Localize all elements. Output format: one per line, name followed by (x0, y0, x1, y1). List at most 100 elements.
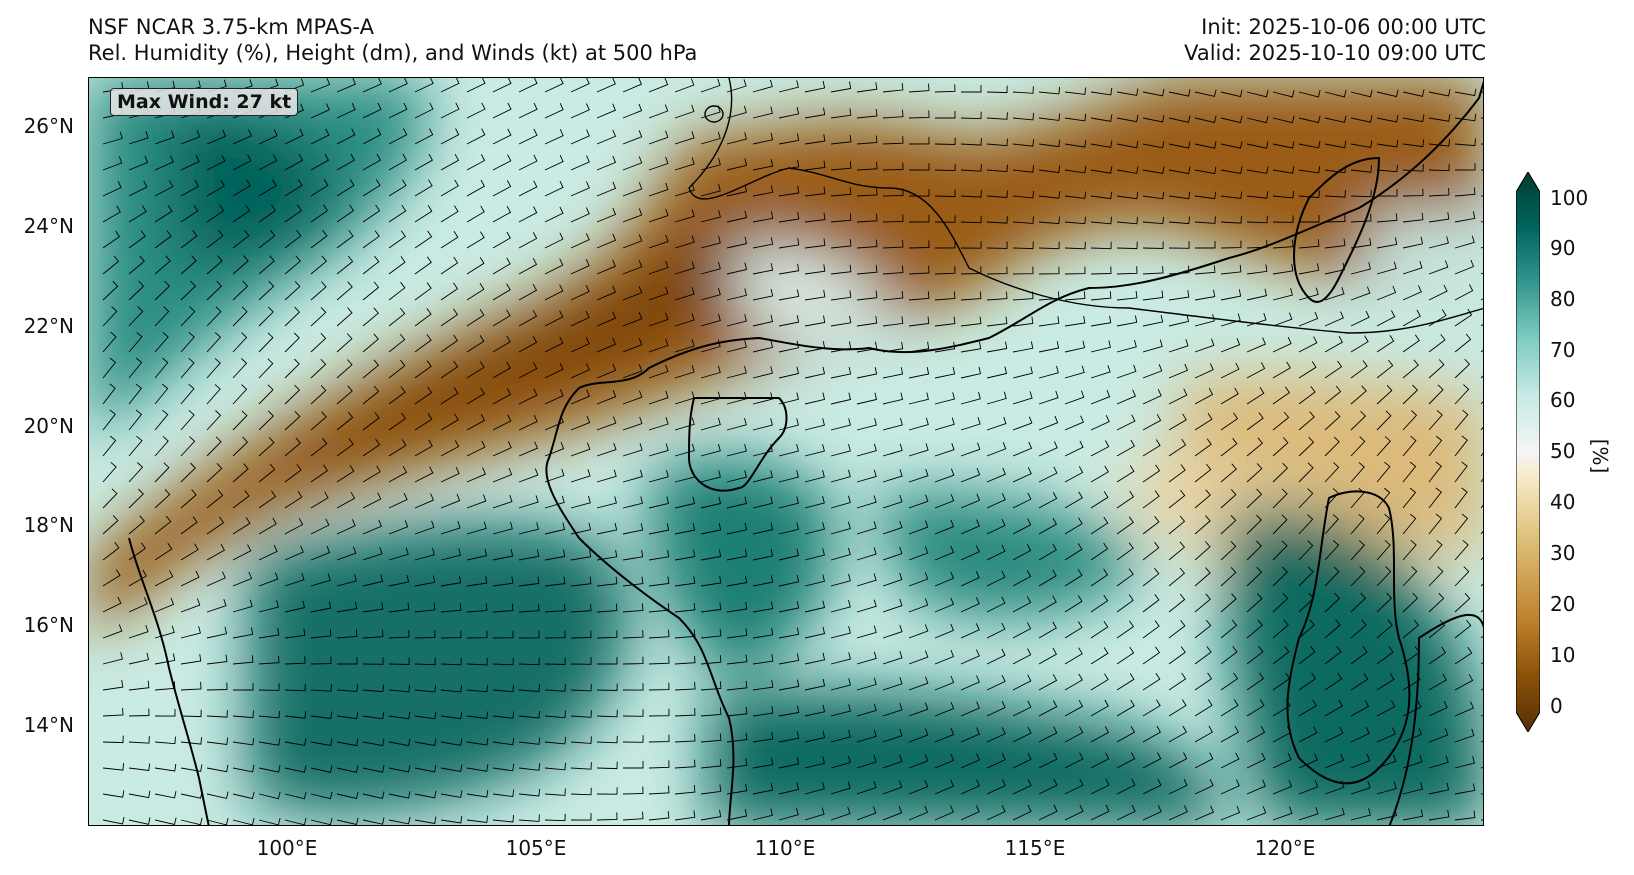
wind-barb (570, 736, 592, 744)
wind-barb (804, 781, 825, 795)
wind-barb (882, 316, 904, 327)
wind-barb (960, 753, 980, 769)
wind-barb (986, 216, 1008, 224)
wind-barb (1298, 699, 1317, 717)
wind-barb (1350, 619, 1367, 639)
wind-barb (700, 157, 721, 171)
wind-barb (206, 598, 227, 613)
wind-barb (180, 626, 201, 639)
wind-barb (284, 464, 302, 483)
wind-barb (830, 599, 851, 613)
wind-barb (1090, 647, 1109, 665)
wind-barb (518, 388, 538, 405)
wind-barb (518, 576, 540, 587)
wind-barb (414, 230, 433, 249)
wind-barb (1376, 89, 1399, 98)
wind-barb (1246, 191, 1269, 199)
wind-barb (232, 384, 248, 405)
wind-barb (1376, 808, 1398, 821)
wind-barb (622, 208, 643, 223)
wind-barb (1272, 514, 1288, 535)
wind-barb (1376, 646, 1394, 665)
wind-barb (674, 523, 696, 535)
wind-barb (336, 629, 358, 639)
wind-barb (362, 574, 384, 587)
wind-barb (518, 283, 538, 301)
wind-barb (908, 728, 929, 743)
wind-barb (518, 684, 540, 692)
wind-barb (1298, 726, 1318, 743)
wind-barb (570, 813, 592, 821)
wind-barb (180, 462, 196, 483)
wind-barb (960, 316, 982, 327)
wind-barb (1324, 514, 1339, 535)
wind-barb (648, 603, 670, 613)
wind-barb (284, 545, 304, 561)
wind-barb (388, 78, 408, 93)
wind-barb (700, 470, 721, 483)
wind-barb (1012, 570, 1032, 587)
wind-barb (466, 128, 486, 145)
wind-barb (830, 573, 851, 587)
wind-barb (596, 311, 616, 327)
wind-barb (1272, 488, 1288, 509)
wind-barb (804, 495, 825, 509)
wind-barb (856, 265, 878, 275)
wind-barb (674, 655, 696, 665)
wind-barb (466, 335, 485, 353)
wind-barb (1168, 515, 1186, 535)
wind-barb (102, 131, 123, 145)
wind-barb (1428, 755, 1449, 769)
wind-barb (570, 103, 590, 119)
wind-barb (830, 264, 852, 275)
wind-barb (1142, 805, 1162, 821)
wind-barb (154, 383, 169, 405)
wind-barb (310, 385, 327, 405)
wind-barb (934, 392, 955, 405)
wind-barb (1428, 435, 1443, 457)
wind-barb (674, 417, 695, 431)
wind-barb (154, 597, 175, 613)
wind-barb (622, 260, 643, 275)
wind-barb (596, 603, 618, 613)
wind-barb (492, 180, 512, 197)
wind-barb (1324, 360, 1343, 379)
wind-barb (856, 108, 878, 119)
wind-barb (284, 306, 301, 327)
wind-barb (1090, 778, 1110, 795)
wind-barb (1168, 752, 1188, 769)
wind-barb (622, 576, 644, 587)
wind-barb (258, 490, 277, 509)
wind-barb (934, 137, 956, 145)
wind-barb (414, 493, 434, 509)
wind-barb (1038, 241, 1060, 250)
wind-barb (1220, 779, 1240, 795)
wind-barb (726, 575, 748, 587)
wind-barb (1012, 366, 1033, 379)
wind-barb (648, 104, 669, 119)
wind-barb (1090, 620, 1109, 639)
wind-barb (544, 415, 564, 431)
wind-barb (700, 365, 721, 379)
wind-barb (154, 409, 169, 431)
wind-barb (180, 280, 197, 301)
wind-barb (1168, 567, 1186, 587)
wind-barb (778, 340, 800, 353)
wind-barb (1090, 465, 1109, 483)
wind-barb (518, 309, 538, 327)
wind-barb (180, 764, 203, 772)
wind-barb (1195, 241, 1216, 249)
wind-barb (648, 208, 669, 223)
wind-barb (1324, 436, 1340, 457)
wind-barb (726, 706, 748, 717)
wind-barb (414, 764, 437, 773)
wind-barb (1194, 779, 1214, 795)
wind-barb (1246, 115, 1269, 124)
wind-barb (492, 711, 515, 719)
wind-barb (388, 307, 406, 327)
wind-barb (388, 230, 406, 249)
wind-barb (492, 737, 515, 746)
wind-barb (648, 260, 669, 275)
wind-barb (388, 102, 408, 119)
wind-barb (856, 290, 878, 301)
